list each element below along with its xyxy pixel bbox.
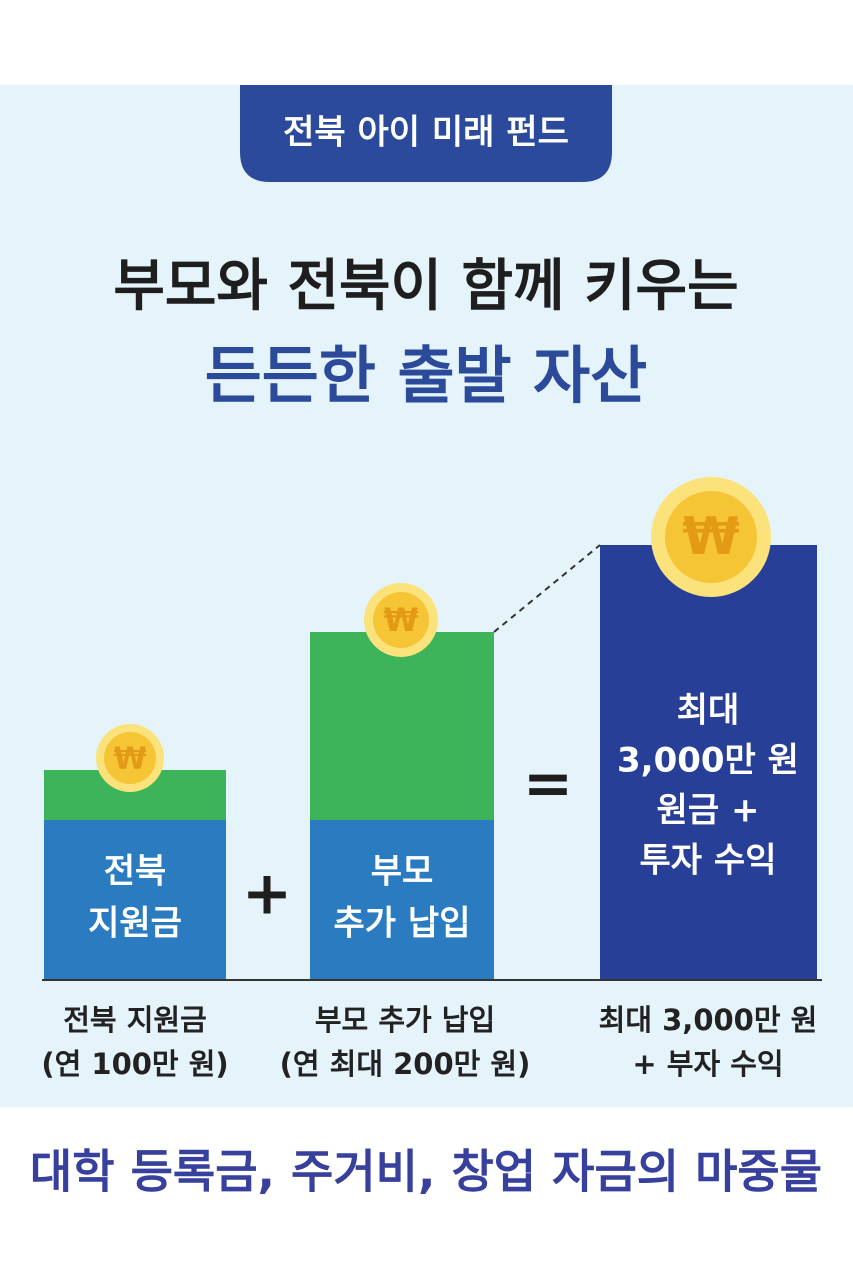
coin-symbol: ₩ [113,742,146,777]
caption: 부모 추가 납입 [315,1003,495,1037]
caption: 전북 지원금 [63,1003,207,1037]
block-label: 3,000만 원 [617,741,799,781]
block-label: 투자 수익 [640,841,777,881]
green-segment [310,632,494,820]
block-label: 최대 [677,691,740,731]
caption: + 부자 수익 [632,1047,783,1081]
badge-text: 전북 아이 미래 펀드 [283,113,569,153]
caption: (연 최대 200만 원) [280,1047,531,1081]
operator: + [242,859,292,929]
caption: (연 100만 원) [41,1047,228,1081]
coin-inner [104,732,156,784]
blue-segment [44,820,226,980]
block-label: 부모 [371,852,434,892]
coin-symbol: ₩ [383,601,418,639]
headline-line1: 부모와 전북이 함께 키우는 [113,254,738,319]
block-label: 전북 [104,852,167,892]
total-block [600,545,817,980]
dashed-connector [493,544,601,633]
coin-inner [373,592,429,648]
block-label: 추가 납입 [334,904,471,944]
operator: = [523,749,573,819]
footer: 대학 등록금, 주거비, 창업 자금의 마중물 [30,1145,822,1199]
blue-segment [310,820,494,980]
coin-inner [665,491,757,583]
block-label: 지원금 [88,904,182,944]
badge-shape [240,85,612,182]
headline-line2: 든든한 출발 자산 [205,339,647,412]
coin-symbol: ₩ [682,507,739,567]
block-label: 원금 + [657,791,760,831]
caption: 최대 3,000만 원 [599,1003,818,1037]
